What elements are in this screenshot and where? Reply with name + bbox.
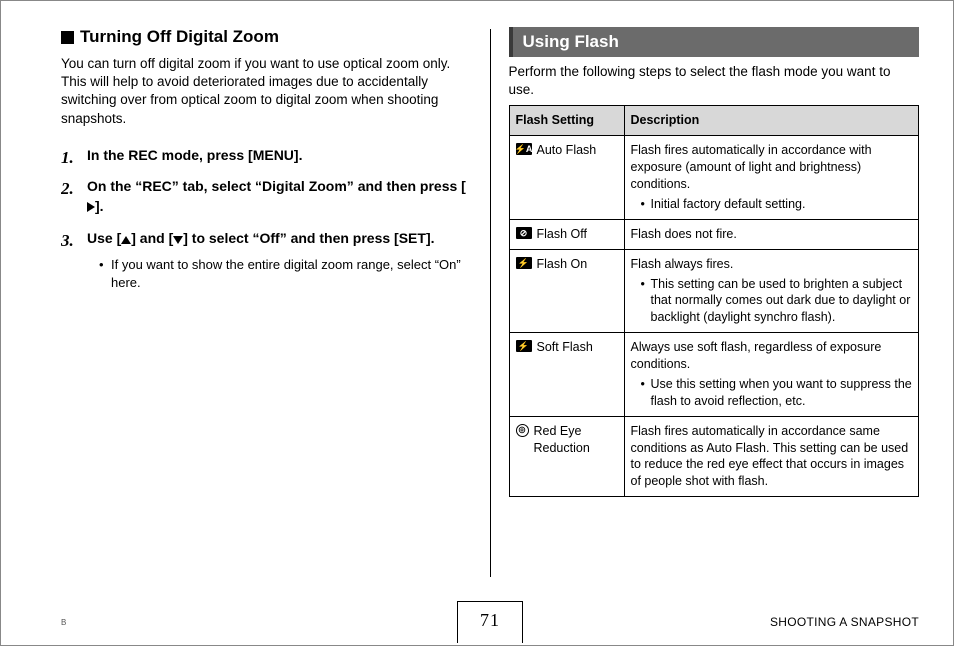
table-header: Flash Setting [509, 106, 624, 136]
square-bullet-icon [61, 31, 74, 44]
table-row: ⚡A Auto Flash Flash fires automatically in… [509, 136, 919, 220]
section-title: Using Flash [523, 32, 619, 51]
intro-paragraph: You can turn off digital zoom if you wan… [61, 55, 472, 128]
flash-setting-label: Flash Off [537, 226, 618, 243]
table-row: ⊘ Flash Off Flash does not fire. [509, 219, 919, 249]
step-text: Use [] and [] to select “Off” and then p… [87, 230, 435, 246]
flash-description-cell: Flash always fires. This setting can be u… [624, 249, 919, 333]
sub-heading: Turning Off Digital Zoom [61, 27, 472, 47]
page-footer: B 71 SHOOTING A SNAPSHOT [61, 599, 919, 645]
step-text: In the REC mode, press [MENU]. [87, 147, 302, 163]
flash-settings-table: Flash Setting Description ⚡A Auto Flash Fl… [509, 105, 920, 497]
step-item: In the REC mode, press [MENU]. [61, 146, 472, 166]
flash-description: Always use soft flash, regardless of exp… [631, 339, 913, 373]
step-item: Use [] and [] to select “Off” and then p… [61, 229, 472, 293]
flash-mode-icon: ⊘ [516, 227, 532, 239]
footer-corner-mark: B [61, 618, 261, 627]
table-row: ◎ Red Eye Reduction Flash fires automatica… [509, 416, 919, 497]
flash-description: Flash does not fire. [631, 226, 913, 243]
right-column: Using Flash Perform the following steps … [509, 27, 920, 595]
column-divider [490, 29, 491, 577]
flash-mode-icon: ⚡ [516, 257, 532, 269]
flash-description-cell: Flash fires automatically in accordance … [624, 136, 919, 220]
flash-setting-cell: ⚡ Flash On [509, 249, 624, 333]
description-bullets: Initial factory default setting. [631, 196, 913, 213]
left-column: Turning Off Digital Zoom You can turn of… [61, 27, 472, 595]
description-bullet-item: Initial factory default setting. [641, 196, 913, 213]
footer-section-name: SHOOTING A SNAPSHOT [719, 615, 919, 629]
flash-mode-icon: ◎ [516, 424, 529, 437]
step-note: If you want to show the entire digital z… [87, 256, 472, 292]
page-number: 71 [480, 610, 500, 630]
manual-page: Turning Off Digital Zoom You can turn of… [0, 0, 954, 646]
flash-setting-cell: ⊘ Flash Off [509, 219, 624, 249]
table-row: ⚡ Flash On Flash always fires. This setting… [509, 249, 919, 333]
step-item: On the “REC” tab, select “Digital Zoom” … [61, 177, 472, 216]
up-arrow-icon [121, 236, 131, 244]
flash-setting-label: Soft Flash [537, 339, 618, 356]
sub-heading-text: Turning Off Digital Zoom [80, 27, 279, 47]
flash-description: Flash fires automatically in accordance … [631, 423, 913, 491]
table-header: Description [624, 106, 919, 136]
description-bullets: Use this setting when you want to suppre… [631, 376, 913, 410]
steps-list: In the REC mode, press [MENU]. On the “R… [61, 146, 472, 293]
flash-mode-icon: ⚡A [516, 143, 532, 155]
two-column-layout: Turning Off Digital Zoom You can turn of… [61, 27, 919, 595]
section-intro: Perform the following steps to select th… [509, 63, 920, 99]
flash-setting-label: Red Eye Reduction [534, 423, 618, 457]
right-arrow-icon [87, 202, 95, 212]
flash-setting-label: Flash On [537, 256, 618, 273]
description-bullets: This setting can be used to brighten a s… [631, 276, 913, 327]
flash-setting-cell: ⚡ Soft Flash [509, 333, 624, 417]
flash-setting-cell: ◎ Red Eye Reduction [509, 416, 624, 497]
flash-description-cell: Always use soft flash, regardless of exp… [624, 333, 919, 417]
step-note-item: If you want to show the entire digital z… [99, 256, 472, 292]
flash-setting-label: Auto Flash [537, 142, 618, 159]
description-bullet-item: This setting can be used to brighten a s… [641, 276, 913, 327]
flash-description: Flash always fires. [631, 256, 913, 273]
description-bullet-item: Use this setting when you want to suppre… [641, 376, 913, 410]
step-text: On the “REC” tab, select “Digital Zoom” … [87, 178, 466, 214]
flash-mode-icon: ⚡ [516, 340, 532, 352]
table-row: ⚡ Soft Flash Always use soft flash, regard… [509, 333, 919, 417]
flash-description-cell: Flash fires automatically in accordance … [624, 416, 919, 497]
flash-setting-cell: ⚡A Auto Flash [509, 136, 624, 220]
down-arrow-icon [173, 236, 183, 244]
page-number-box: 71 [457, 601, 523, 643]
flash-description-cell: Flash does not fire. [624, 219, 919, 249]
section-title-bar: Using Flash [509, 27, 920, 57]
flash-description: Flash fires automatically in accordance … [631, 142, 913, 193]
